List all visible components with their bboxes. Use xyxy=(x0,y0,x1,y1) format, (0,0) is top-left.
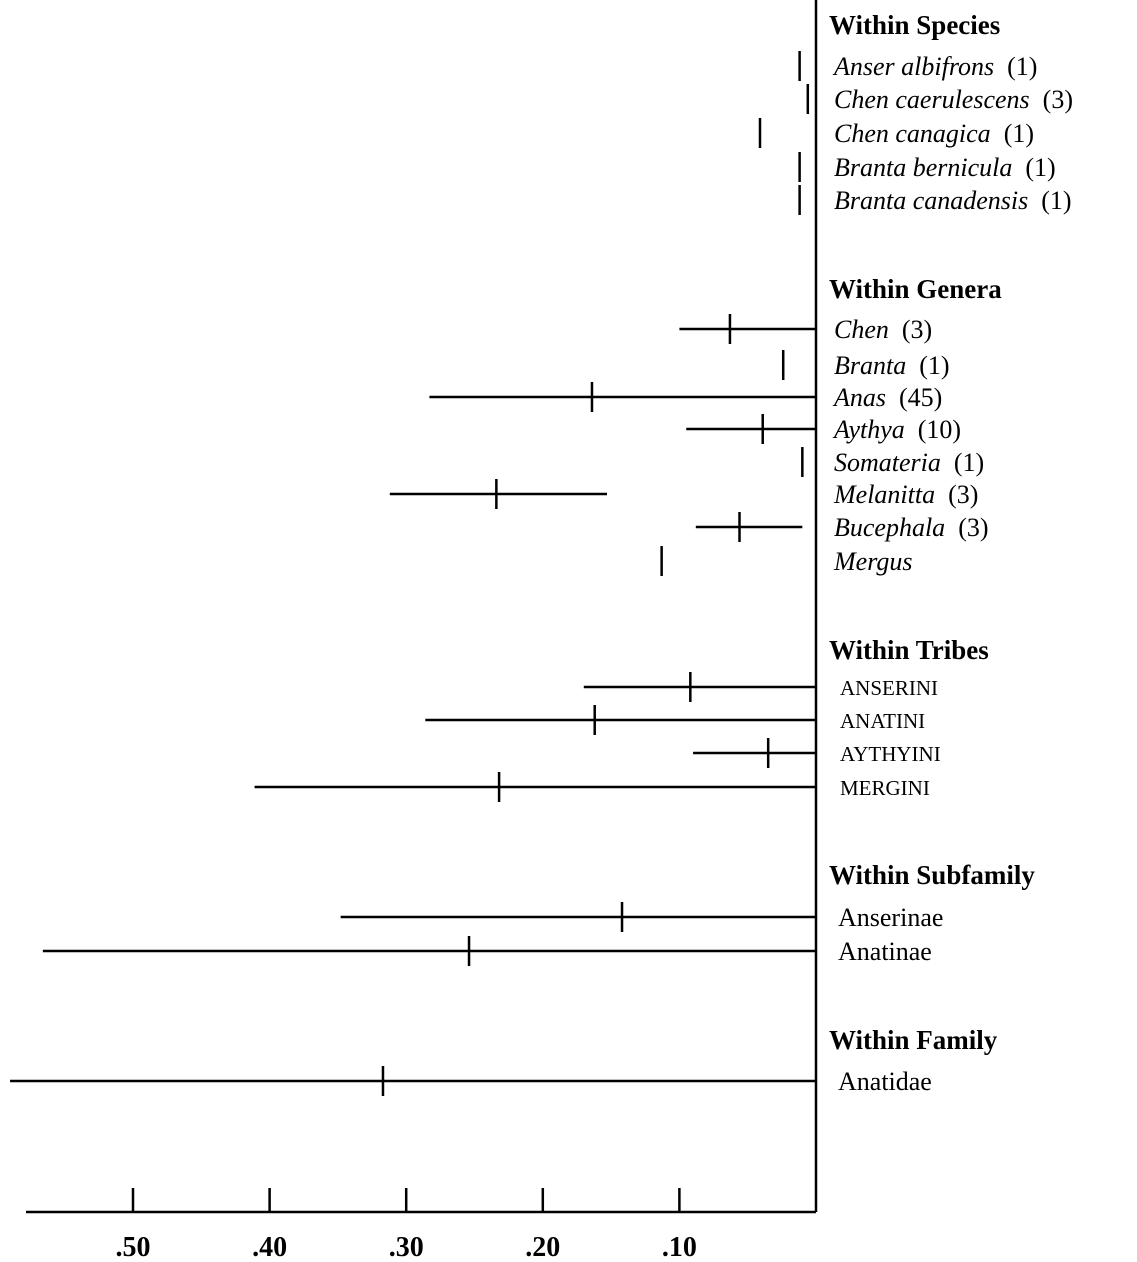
row-name: Chen caerulescens xyxy=(834,85,1030,114)
row-name: Somateria xyxy=(834,448,941,477)
group-heading: Within Species xyxy=(829,10,1000,40)
group-heading: Within Subfamily xyxy=(829,860,1035,890)
row-count: (3) xyxy=(889,315,932,344)
x-tick-label: .20 xyxy=(525,1232,560,1262)
row-count: (10) xyxy=(905,415,961,444)
row-name: Branta bernicula xyxy=(834,153,1012,182)
row-name: ANSERINI xyxy=(840,676,938,700)
x-tick-label: .10 xyxy=(662,1232,697,1262)
row-name: Aythya xyxy=(832,415,905,444)
row-name: Bucephala xyxy=(834,513,945,542)
row-label: Branta (1) xyxy=(834,351,950,380)
row-label: Chen canagica (1) xyxy=(834,119,1034,148)
row-label: ANSERINI xyxy=(840,676,938,700)
row-label: Bucephala (3) xyxy=(834,513,989,542)
row-name: Anser albifrons xyxy=(832,52,994,81)
row-label: Anserinae xyxy=(838,903,943,932)
row-name: Branta xyxy=(834,351,906,380)
row-label: Melanitta (3) xyxy=(833,480,978,509)
row-name: Chen canagica xyxy=(834,119,991,148)
row-label: Aythya (10) xyxy=(832,415,961,444)
plot-area: .50 .40 .30 .20 .10 Within Species Anser albif… xyxy=(10,0,1073,1262)
row-name: Branta canadensis xyxy=(834,186,1028,215)
row-name: Melanitta xyxy=(833,480,935,509)
row-name: Anserinae xyxy=(838,903,943,932)
group-heading: Within Genera xyxy=(829,274,1002,304)
row-name: Anatinae xyxy=(838,937,932,966)
row-label: Branta bernicula (1) xyxy=(834,153,1056,182)
row-name: Anas xyxy=(832,383,886,412)
row-name: Anatidae xyxy=(838,1067,932,1096)
row-count: (1) xyxy=(906,351,949,380)
x-tick-label: .30 xyxy=(389,1232,424,1262)
row-label: Chen (3) xyxy=(834,315,932,344)
x-tick-label: .50 xyxy=(116,1232,151,1262)
row-name: Mergus xyxy=(833,547,912,576)
row-count: (1) xyxy=(1028,186,1071,215)
group-heading: Within Tribes xyxy=(829,635,989,665)
row-count: (3) xyxy=(1030,85,1073,114)
row-label: Anatinae xyxy=(838,937,932,966)
row-label: Anser albifrons (1) xyxy=(832,52,1037,81)
row-label: Chen caerulescens (3) xyxy=(834,85,1073,114)
row-name: MERGINI xyxy=(840,776,930,800)
row-name: ANATINI xyxy=(840,709,925,733)
row-count: (1) xyxy=(1012,153,1055,182)
row-label: Branta canadensis (1) xyxy=(834,186,1072,215)
group-heading: Within Family xyxy=(829,1025,998,1055)
row-label: MERGINI xyxy=(840,776,930,800)
row-count: (1) xyxy=(941,448,984,477)
row-count: (1) xyxy=(991,119,1034,148)
row-name: Chen xyxy=(834,315,889,344)
row-count: (3) xyxy=(945,513,988,542)
row-count: (3) xyxy=(935,480,978,509)
row-label: Somateria (1) xyxy=(834,448,984,477)
row-label: Mergus xyxy=(833,547,912,576)
row-label: Anas (45) xyxy=(832,383,942,412)
row-count: (1) xyxy=(994,52,1037,81)
row-label: ANATINI xyxy=(840,709,925,733)
row-count: (45) xyxy=(886,383,942,412)
row-label: AYTHYINI xyxy=(840,742,941,766)
x-tick-label: .40 xyxy=(252,1232,287,1262)
row-name: AYTHYINI xyxy=(840,742,941,766)
row-label: Anatidae xyxy=(838,1067,932,1096)
